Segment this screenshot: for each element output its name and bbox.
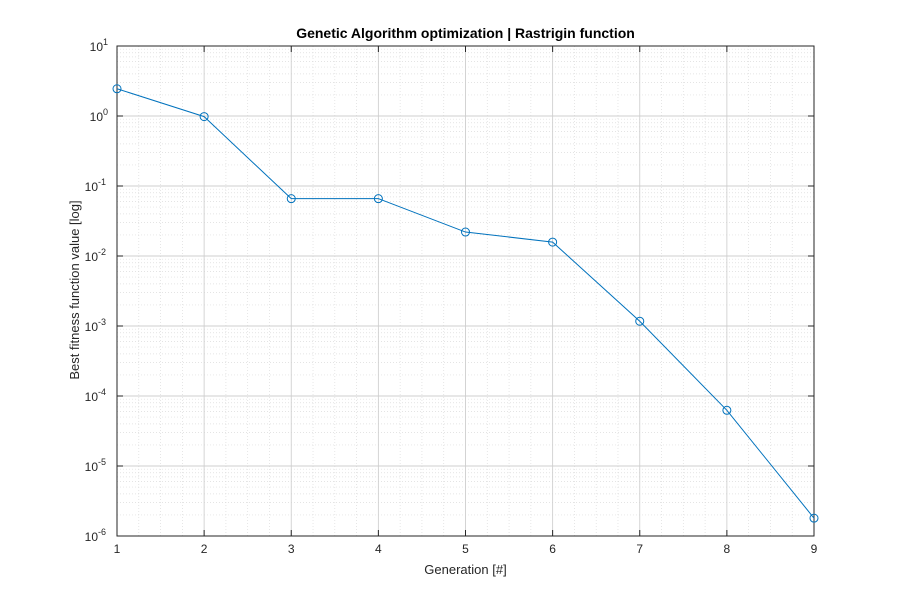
x-tick-label: 4 xyxy=(375,542,382,556)
y-tick-label: 10 xyxy=(90,40,104,54)
series-line xyxy=(116,88,815,519)
y-tick-label-exponent: -6 xyxy=(98,527,106,537)
y-tick-label-exponent: -5 xyxy=(98,457,106,467)
data-point-marker xyxy=(548,237,558,247)
x-axis-label: Generation [#] xyxy=(424,562,506,577)
y-tick-label-exponent: -4 xyxy=(98,387,106,397)
y-tick-label: 10 xyxy=(85,530,99,544)
x-tick-label: 7 xyxy=(636,542,643,556)
chart-title: Genetic Algorithm optimization | Rastrig… xyxy=(296,25,635,41)
data-point-marker xyxy=(809,513,819,523)
y-tick-label-exponent: 0 xyxy=(103,107,108,117)
data-point-marker xyxy=(199,112,209,122)
data-point-marker xyxy=(373,194,383,204)
x-tick-label: 3 xyxy=(288,542,295,556)
major-grid xyxy=(116,45,815,537)
y-tick-label-exponent: -3 xyxy=(98,317,106,327)
x-tick-label: 9 xyxy=(811,542,818,556)
data-point-marker xyxy=(722,405,732,415)
y-tick-label: 10 xyxy=(85,390,99,404)
data-series xyxy=(112,84,819,523)
x-tick-label: 6 xyxy=(549,542,556,556)
y-tick-label: 10 xyxy=(85,320,99,334)
y-axis-label: Best fitness function value [log] xyxy=(67,200,82,379)
y-tick-label-exponent: -2 xyxy=(98,247,106,257)
y-tick-label-exponent: 1 xyxy=(103,37,108,47)
data-point-marker xyxy=(461,227,470,237)
x-tick-label: 1 xyxy=(114,542,121,556)
x-tick-label: 5 xyxy=(462,542,469,556)
y-tick-label: 10 xyxy=(85,250,99,264)
x-tick-label: 8 xyxy=(724,542,731,556)
x-axis-ticks: 1 2 3 4 5 6 7 8 9 xyxy=(114,46,818,556)
data-point-marker xyxy=(286,194,296,204)
y-tick-label-exponent: -1 xyxy=(98,177,106,187)
data-point-marker xyxy=(112,84,122,94)
y-tick-label: 10 xyxy=(85,460,99,474)
y-tick-label: 10 xyxy=(85,180,99,194)
x-tick-label: 2 xyxy=(201,542,208,556)
y-tick-label: 10 xyxy=(90,110,104,124)
data-point-marker xyxy=(635,316,645,326)
